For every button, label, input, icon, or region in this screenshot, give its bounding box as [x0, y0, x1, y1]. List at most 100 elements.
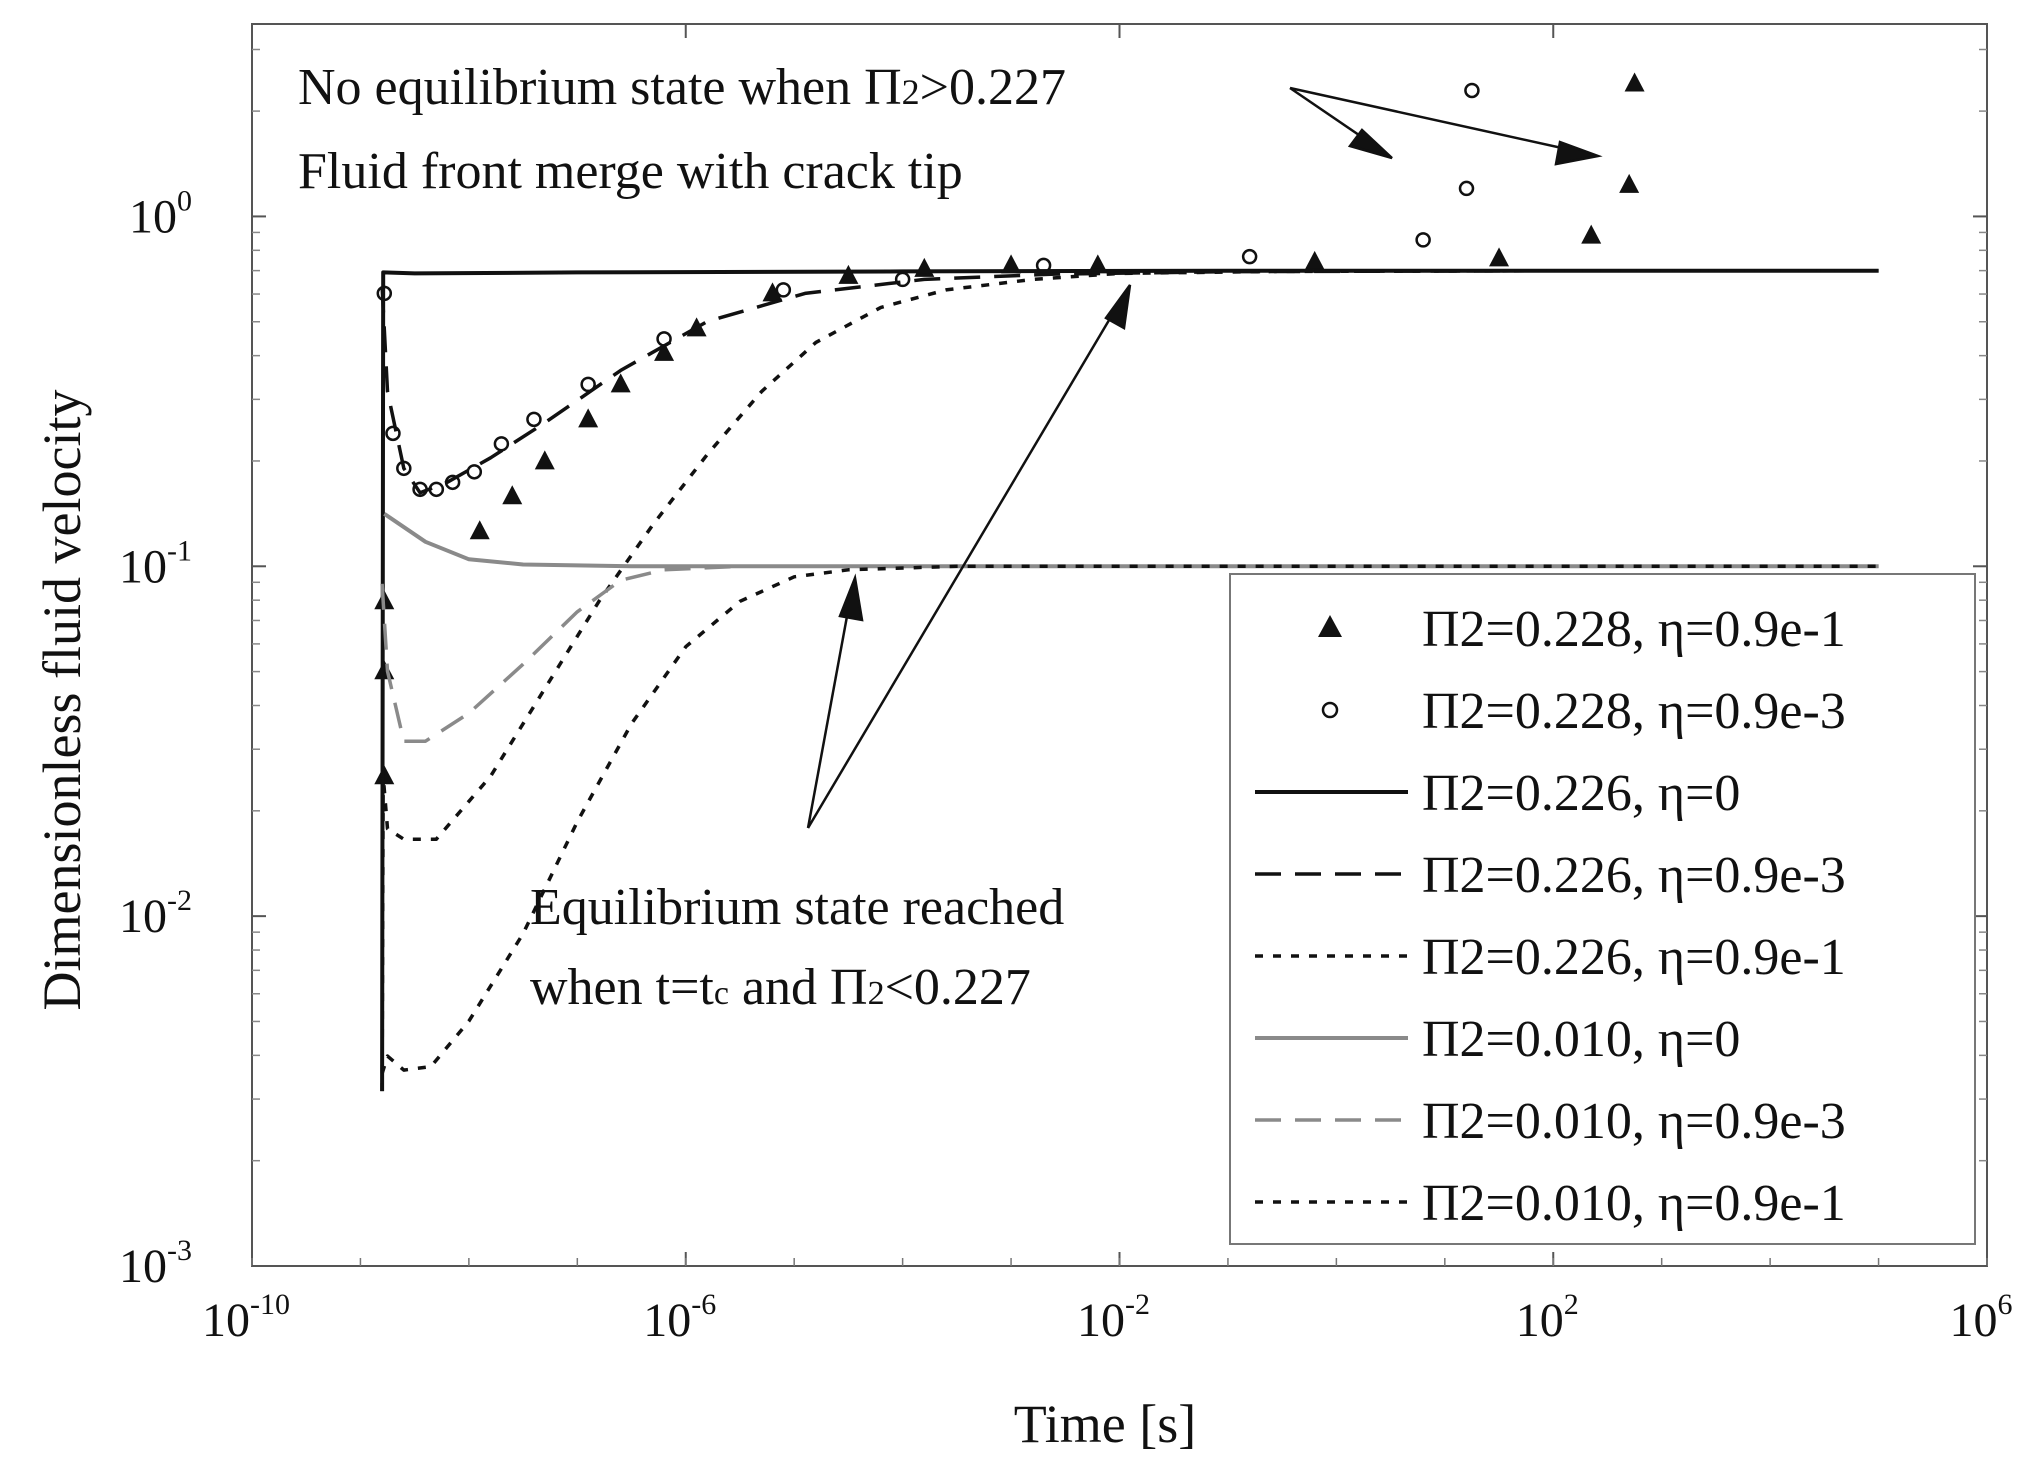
circle-point	[1415, 232, 1431, 248]
circle-point	[385, 425, 401, 442]
annot1-line1-sub: 2	[902, 72, 920, 112]
annot2-line2-sub2: 2	[868, 975, 885, 1012]
y-axis-label: Dimensionless fluid velocity	[32, 390, 92, 1011]
y-tick-base: 10	[119, 540, 167, 593]
series-2	[380, 268, 1879, 1092]
legend-entry: Π2=0.010, η=0.9e-3	[1255, 1093, 1846, 1150]
y-tick-label: 10-1	[119, 534, 192, 593]
triangle-point	[838, 264, 859, 284]
triangle-point	[1087, 254, 1108, 274]
arrowhead-lower-plateau	[838, 573, 864, 622]
y-tick-label: 10-3	[119, 1234, 192, 1293]
triangle-point	[1624, 72, 1645, 92]
annot2-line2-post: <0.227	[885, 959, 1031, 1016]
legend-label: Π2=0.228, η=0.9e-1	[1422, 601, 1846, 658]
series-3	[380, 268, 1879, 495]
annot1-line1-post: >0.227	[920, 59, 1066, 116]
x-tick-exponent: 2	[1564, 1288, 1579, 1321]
annotation-equilibrium-line2: when t=tc and Π2<0.227	[530, 959, 1031, 1016]
annotation-no-equilibrium-line1: No equilibrium state when Π2>0.227	[298, 59, 1066, 116]
legend-entry: Π2=0.226, η=0.9e-3	[1255, 847, 1846, 904]
arrowhead-upper-plateau	[1104, 284, 1132, 330]
arrow-line-to-upper-plateau	[806, 304, 1120, 829]
legend: Π2=0.228, η=0.9e-1 Π2=0.228, η=0.9e-3 Π2=0…	[1229, 573, 1976, 1245]
triangle-point	[1619, 173, 1640, 193]
y-tick-label: 10-2	[119, 884, 192, 943]
legend-label: Π2=0.010, η=0.9e-3	[1422, 1093, 1846, 1150]
x-tick-exponent: -10	[250, 1288, 290, 1321]
x-tick-label: 10-2	[1077, 1288, 1150, 1347]
x-tick-label: 10-6	[643, 1288, 716, 1347]
legend-entry: Π2=0.226, η=0	[1255, 765, 1740, 822]
x-tick-exponent: -2	[1125, 1288, 1150, 1321]
triangle-point	[762, 282, 783, 302]
y-tick-exponent: 0	[177, 184, 192, 217]
arrowhead-triangles	[1554, 140, 1603, 166]
legend-entry: Π2=0.228, η=0.9e-1	[1318, 601, 1846, 658]
annotation-no-equilibrium-line2: Fluid front merge with crack tip	[298, 143, 963, 200]
triangle-point	[1001, 254, 1022, 274]
x-tick-label: 10-10	[202, 1288, 290, 1347]
circle-point	[493, 436, 510, 452]
y-tick-base: 10	[119, 1240, 167, 1293]
y-tick-exponent: -3	[167, 1234, 192, 1267]
annot2-line2-mid: and Π	[729, 959, 868, 1016]
triangle-point	[610, 373, 631, 393]
triangle-point	[469, 520, 490, 540]
triangle-point	[1304, 250, 1325, 270]
circle-point	[466, 464, 483, 480]
x-tick-base: 10	[202, 1294, 250, 1347]
legend-label: Π2=0.228, η=0.9e-3	[1422, 683, 1846, 740]
arrowhead-circles	[1347, 128, 1393, 160]
x-tick-exponent: -6	[691, 1288, 716, 1321]
y-tick-base: 10	[129, 190, 177, 243]
y-tick-exponent: -1	[167, 534, 192, 567]
legend-entry: Π2=0.010, η=0	[1255, 1011, 1740, 1068]
x-tick-exponent: 6	[1998, 1288, 2013, 1321]
legend-label: Π2=0.010, η=0	[1422, 1011, 1740, 1068]
x-tick-label: 102	[1516, 1288, 1579, 1347]
arrow-line-to-lower-plateau	[806, 599, 852, 829]
legend-entries: Π2=0.228, η=0.9e-1 Π2=0.228, η=0.9e-3 Π2=0…	[1255, 601, 1846, 1232]
x-tick-base: 10	[1077, 1294, 1125, 1347]
arrow-line-to-triangles	[1289, 86, 1581, 154]
triangle-point	[502, 485, 523, 505]
legend-entry: Π2=0.228, η=0.9e-3	[1321, 683, 1846, 740]
series-line	[380, 268, 1879, 495]
y-tick-label: 100	[129, 184, 192, 243]
series-line	[380, 564, 1879, 743]
y-tick-exponent: -2	[167, 884, 192, 917]
x-tick-base: 10	[643, 1294, 691, 1347]
x-tick-label: 106	[1950, 1288, 2013, 1347]
triangle-point	[1581, 224, 1602, 244]
annot1-line1-pre: No equilibrium state when Π	[298, 59, 902, 116]
series-line	[380, 268, 1879, 1092]
triangle-point	[534, 450, 555, 470]
series-6	[380, 564, 1879, 743]
triangle-point	[654, 341, 675, 361]
circle-point	[775, 282, 792, 298]
legend-label: Π2=0.226, η=0	[1422, 765, 1740, 822]
legend-entry: Π2=0.010, η=0.9e-1	[1255, 1175, 1846, 1232]
x-tick-base: 10	[1950, 1294, 1998, 1347]
circle-point	[1241, 248, 1258, 265]
series-layer	[374, 72, 1879, 1092]
circle-point	[1458, 180, 1475, 197]
x-axis-label: Time [s]	[1014, 1394, 1197, 1454]
y-tick-base: 10	[119, 890, 167, 943]
legend-triangle-swatch	[1318, 615, 1342, 637]
legend-label: Π2=0.226, η=0.9e-1	[1422, 929, 1846, 986]
legend-circle-swatch	[1321, 701, 1339, 719]
circle-point	[1464, 82, 1480, 99]
annot2-line2-pre: when t=t	[530, 959, 714, 1016]
annotation-equilibrium-line1: Equilibrium state reached	[530, 879, 1064, 936]
annot2-line2-sub: c	[714, 975, 729, 1012]
legend-box	[1229, 573, 1976, 1245]
triangle-point	[1489, 247, 1510, 267]
legend-entry: Π2=0.226, η=0.9e-1	[1255, 929, 1846, 986]
triangle-point	[578, 408, 599, 428]
legend-label: Π2=0.010, η=0.9e-1	[1422, 1175, 1846, 1232]
annotation-arrows	[806, 86, 1603, 829]
